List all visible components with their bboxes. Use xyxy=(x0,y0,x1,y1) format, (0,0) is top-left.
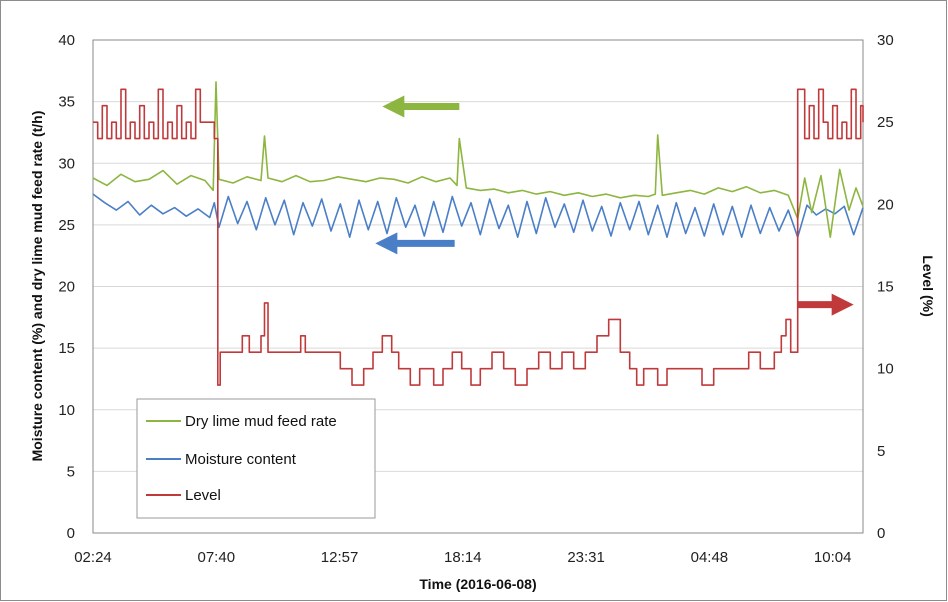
axis-arrow-left xyxy=(382,95,460,118)
arrow-head xyxy=(382,95,405,118)
arrow-head xyxy=(375,232,398,255)
left-tick-label: 0 xyxy=(67,525,75,542)
x-tick-label: 02:24 xyxy=(74,549,112,566)
legend-label-feed-rate: Dry lime mud feed rate xyxy=(185,413,337,430)
x-tick-label: 12:57 xyxy=(321,549,359,566)
x-tick-label: 18:14 xyxy=(444,549,482,566)
legend-label-level: Level xyxy=(185,487,221,504)
x-axis-ticks: 02:24 07:40 12:57 18:14 23:31 04:48 10:04 xyxy=(74,549,851,566)
right-tick-label: 20 xyxy=(877,196,894,213)
left-tick-label: 35 xyxy=(58,94,75,111)
series-line-level xyxy=(93,88,864,386)
x-tick-label: 04:48 xyxy=(691,549,729,566)
left-tick-label: 5 xyxy=(67,463,75,480)
x-tick-label: 23:31 xyxy=(567,549,605,566)
series-line-moisture-content xyxy=(92,193,864,238)
x-tick-label: 07:40 xyxy=(198,549,236,566)
arrow-layer xyxy=(375,95,854,316)
right-tick-label: 25 xyxy=(877,114,894,131)
series-line-dry-lime-mud-feed-rate xyxy=(92,81,864,238)
axis-arrow-left xyxy=(375,232,455,255)
left-tick-label: 20 xyxy=(58,279,75,296)
right-axis-title: Level (%) xyxy=(920,255,936,316)
left-tick-label: 30 xyxy=(58,155,75,172)
axis-arrow-right xyxy=(797,293,854,316)
right-tick-label: 0 xyxy=(877,525,885,542)
left-tick-label: 10 xyxy=(58,402,75,419)
x-tick-label: 10:04 xyxy=(814,549,852,566)
right-tick-label: 30 xyxy=(877,32,894,49)
arrow-head xyxy=(831,293,854,316)
series-layer xyxy=(92,81,864,386)
right-axis-ticks: 0 5 10 15 20 25 30 xyxy=(877,32,894,542)
plot-area-border xyxy=(92,39,864,534)
left-tick-label: 40 xyxy=(58,32,75,49)
left-tick-label: 25 xyxy=(58,217,75,234)
legend-label-moisture: Moisture content xyxy=(185,451,297,468)
legend: Dry lime mud feed rate Moisture content … xyxy=(136,398,376,519)
left-tick-label: 15 xyxy=(58,340,75,357)
right-tick-label: 5 xyxy=(877,443,885,460)
left-axis-title: Moisture content (%) and dry lime mud fe… xyxy=(29,111,45,462)
right-tick-label: 10 xyxy=(877,361,894,378)
left-axis-ticks: 0 5 10 15 20 25 30 35 40 xyxy=(58,32,75,542)
right-tick-label: 15 xyxy=(877,279,894,296)
x-axis-title: Time (2016-06-08) xyxy=(419,576,536,592)
